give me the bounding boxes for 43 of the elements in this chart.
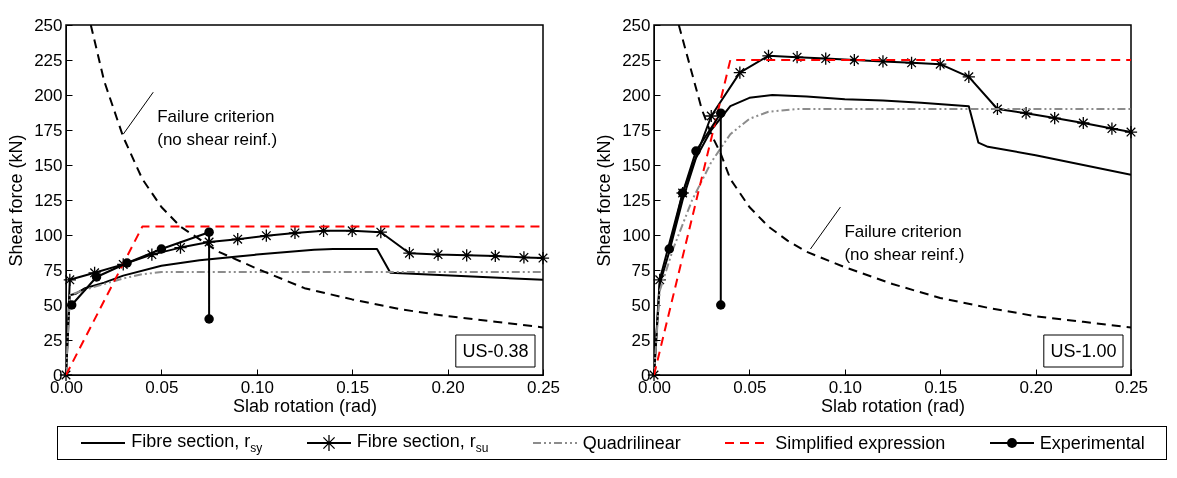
x-tick-label: 0.25 — [526, 377, 561, 397]
y-tick-label: 250 — [622, 15, 651, 35]
annotation: Failure criterion (no shear reinf.) — [157, 107, 278, 150]
x-tick-label: 0.05 — [733, 377, 767, 397]
y-tick-label: 50 — [631, 295, 651, 315]
y-tick-label: 250 — [34, 15, 63, 35]
y-tick-label: 200 — [34, 85, 63, 105]
x-tick-label: 0.10 — [828, 377, 862, 397]
legend-label: Quadrilinear — [582, 432, 681, 454]
y-tick-label: 75 — [43, 260, 63, 280]
legend-label: Simplified expression — [775, 432, 946, 454]
y-axis-title: Shear force (kN) — [6, 134, 27, 267]
y-tick-label: 25 — [43, 330, 63, 350]
y-tick-label: 150 — [622, 155, 651, 175]
legend-label: Fibre section, r$_{sy}$ — [131, 431, 263, 455]
y-tick-label: 125 — [622, 190, 651, 210]
y-tick-label: 25 — [631, 330, 651, 350]
x-tick-label: 0.20 — [1019, 377, 1053, 397]
legend-label: Experimental — [1039, 432, 1145, 454]
x-tick-label: 0.25 — [1114, 377, 1149, 397]
x-tick-label: 0.15 — [924, 377, 958, 397]
text: US-0.38 — [462, 341, 529, 361]
y-tick-label: 50 — [43, 295, 63, 315]
legend-label: Fibre section, r$_{su}$ — [356, 431, 489, 455]
y-tick-label: 150 — [34, 155, 63, 175]
x-axis-title: Slab rotation (rad) — [820, 395, 966, 416]
x-tick-label: 0.20 — [431, 377, 465, 397]
y-tick-label: 75 — [631, 260, 651, 280]
y-tick-label: 100 — [622, 225, 651, 245]
text: US-1.00 — [1050, 341, 1117, 361]
x-axis-title: Slab rotation (rad) — [232, 395, 378, 416]
y-tick-label: 125 — [34, 190, 63, 210]
x-tick-label: 0.10 — [240, 377, 274, 397]
annotation: Failure criterion (no shear reinf.) — [844, 222, 965, 264]
y-tick-label: 225 — [622, 50, 651, 70]
y-tick-label: 200 — [622, 85, 651, 105]
y-tick-label: 100 — [34, 225, 63, 245]
x-tick-label: 0.15 — [336, 377, 370, 397]
x-tick-label: 0.05 — [145, 377, 179, 397]
y-axis-title: Shear force (kN) — [594, 134, 615, 267]
y-tick-label: 175 — [34, 120, 63, 140]
y-tick-label: 225 — [34, 50, 63, 70]
y-tick-label: 175 — [622, 120, 651, 140]
